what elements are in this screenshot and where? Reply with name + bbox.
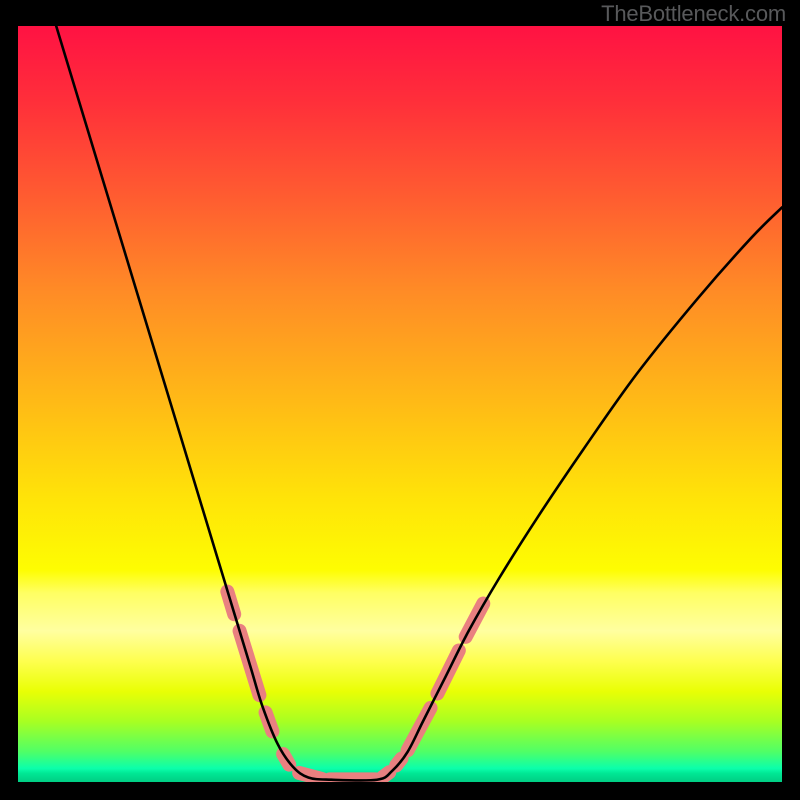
- chart-root: { "canvas": { "width": 800, "height": 80…: [0, 0, 800, 800]
- gradient-background: [18, 26, 782, 782]
- watermark-text: TheBottleneck.com: [601, 1, 786, 27]
- chart-svg: [18, 26, 782, 782]
- plot-area: [18, 26, 782, 782]
